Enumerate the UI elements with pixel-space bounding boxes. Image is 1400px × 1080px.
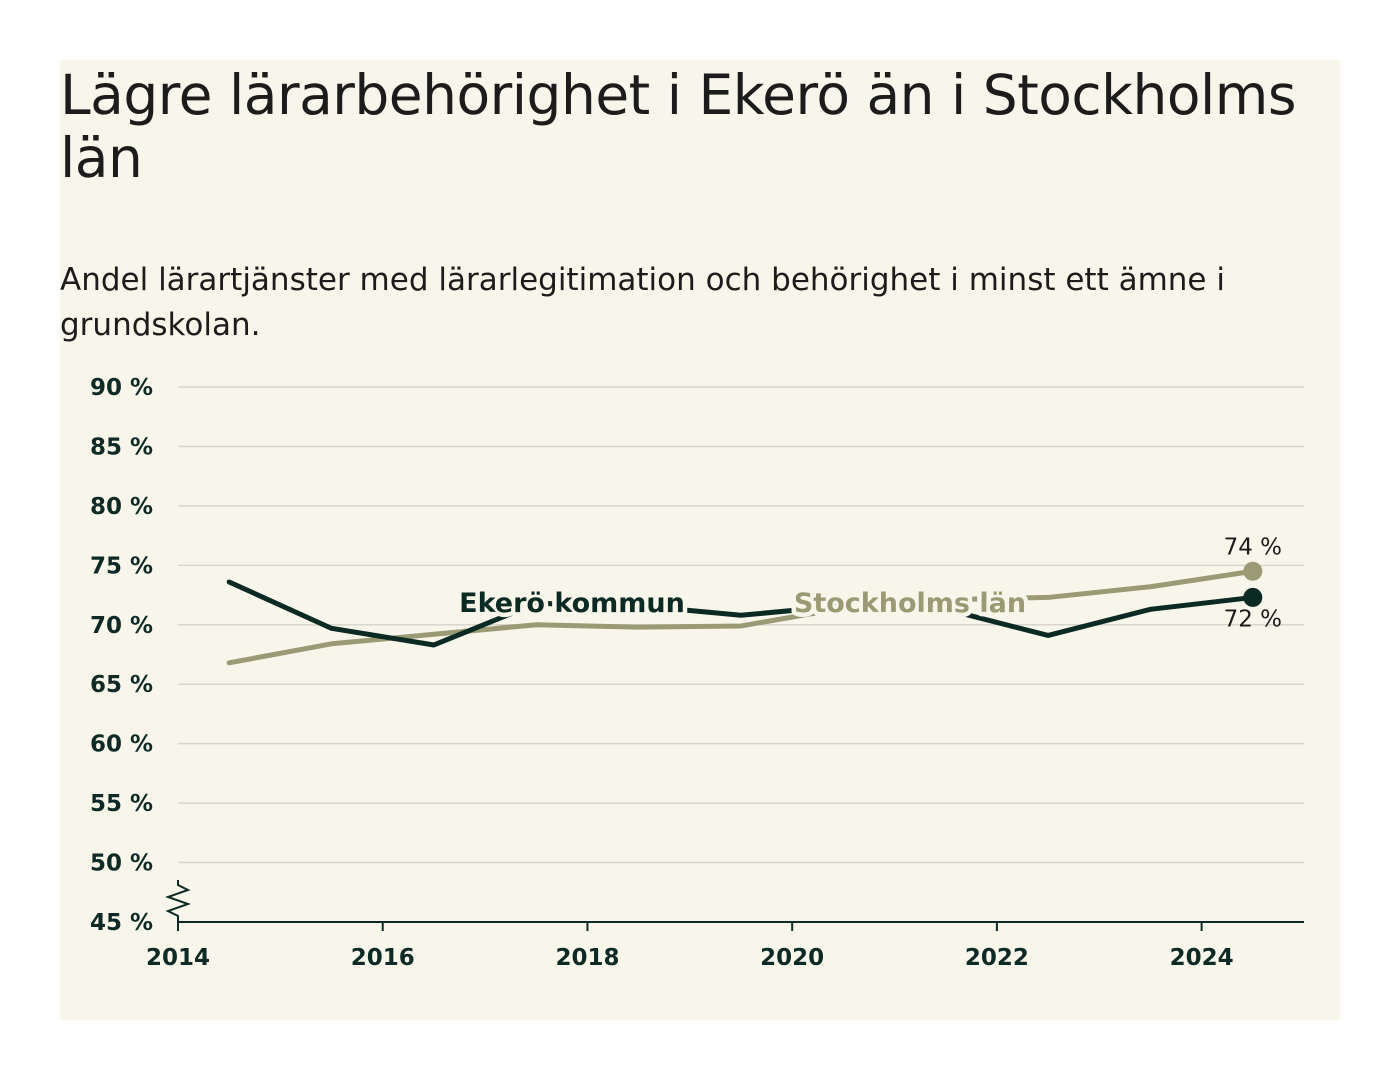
end-value-label: 74 % [1224,534,1282,560]
y-tick-label: 70 % [90,613,153,639]
y-tick-label: 75 % [90,553,153,579]
y-tick-label: 50 % [90,851,153,877]
chart-card [60,60,1340,1020]
axis-break-icon [164,880,192,922]
series-name-label: Ekerö kommun [459,588,685,619]
end-value-label: 72 % [1224,606,1282,632]
x-tick-label: 2016 [351,945,415,971]
chart-title: Lägre lärarbehörighet i Ekerö än i Stock… [60,63,1297,190]
series-end-marker [1243,561,1263,581]
x-tick-label: 2024 [1170,945,1234,971]
y-tick-label: 85 % [90,434,153,460]
y-tick-label: 55 % [90,791,153,817]
series-end-marker [1243,587,1263,607]
x-tick-label: 2014 [146,945,210,971]
x-tick-label: 2020 [760,945,824,971]
gridlines [178,386,1304,864]
y-tick-label: 65 % [90,672,153,698]
series-lines [226,561,1263,666]
x-tick-label: 2022 [965,945,1029,971]
series-name-label: Stockholms län [794,588,1026,619]
y-tick-label: 90 % [90,375,153,401]
y-tick-label: 60 % [90,732,153,758]
labels: Ekerö kommun Stockholms län 74 % 72 % [455,534,1282,632]
y-tick-label: 45 % [90,910,153,936]
chart-subtitle: Andel lärartjänster med lärarlegitimatio… [60,262,1225,343]
axes: 45 % 50 % 55 % 60 % 65 % 70 % 75 % 80 % 85 % 90 %… [90,375,1304,971]
x-tick-label: 2018 [555,945,619,971]
series-line [226,579,1256,648]
y-tick-label: 80 % [90,494,153,520]
